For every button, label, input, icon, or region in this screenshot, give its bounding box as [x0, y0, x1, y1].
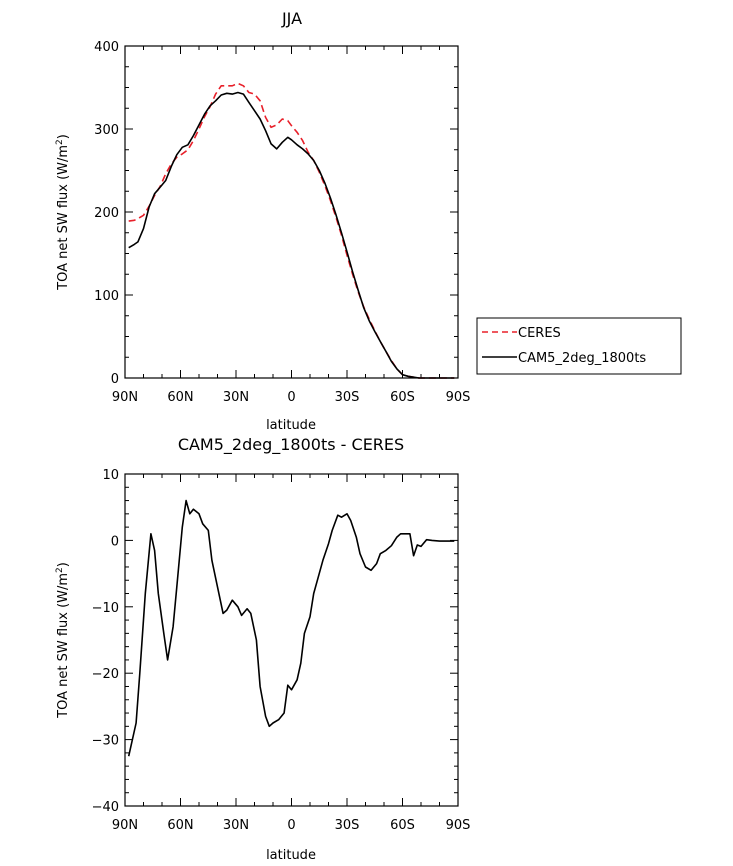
x-tick-label: 60S	[390, 818, 415, 833]
x-tick-label: 60S	[390, 390, 415, 405]
bottom-series-line-0	[127, 499, 455, 757]
y-tick-label: 100	[94, 289, 119, 304]
top-plot-frame	[124, 45, 459, 379]
bottom-series	[127, 499, 455, 757]
legend-label-ceres: CERES	[518, 326, 561, 341]
bottom-y-axis-label-close: )	[56, 562, 71, 567]
x-tick-label: 90N	[112, 390, 138, 405]
top-y-axis-label-close: )	[56, 134, 71, 139]
top-x-axis-label: latitude	[266, 418, 316, 433]
top-y-axis-label-sup: 2	[55, 139, 65, 145]
y-tick-label: −30	[92, 734, 119, 749]
x-tick-label: 0	[287, 818, 295, 833]
y-tick-label: 0	[111, 372, 119, 387]
top-series	[128, 82, 455, 379]
top-chart-title: JJA	[281, 9, 302, 28]
top-series-line-ceres	[128, 82, 455, 379]
bottom-x-axis-label: latitude	[266, 848, 316, 863]
y-tick-label: −10	[92, 601, 119, 616]
legend-box	[476, 317, 682, 375]
top-y-axis-label-main: TOA net SW flux (W/m	[56, 145, 71, 291]
top-series-line-cam5-2deg-1800ts	[128, 91, 455, 379]
y-tick-label: 10	[102, 468, 119, 483]
x-tick-label: 0	[287, 390, 295, 405]
y-tick-label: 400	[94, 40, 119, 55]
x-tick-label: 30S	[335, 818, 360, 833]
bottom-y-axis-label-sup: 2	[55, 567, 65, 573]
bottom-panel: CAM5_2deg_1800ts - CERES 90N 60N 30N 0 30S 60…	[55, 435, 470, 863]
x-tick-label: 30N	[223, 390, 249, 405]
x-tick-label: 60N	[167, 818, 193, 833]
y-tick-label: −20	[92, 667, 119, 682]
y-tick-label: 0	[111, 534, 119, 549]
bottom-plot-frame	[124, 473, 459, 807]
y-tick-label: 300	[94, 123, 119, 138]
y-tick-label: 200	[94, 206, 119, 221]
top-x-tick-labels: 90N 60N 30N 0 30S 60S 90S	[112, 390, 471, 405]
legend-label-cam5: CAM5_2deg_1800ts	[518, 351, 646, 366]
bottom-x-tick-labels: 90N 60N 30N 0 30S 60S 90S	[112, 818, 471, 833]
x-tick-label: 30S	[335, 390, 360, 405]
top-panel: JJA 90N 60N 30N 0 30S 60S 90S 0 100 200 300 400 la…	[55, 9, 470, 433]
bottom-y-axis-label-main: TOA net SW flux (W/m	[56, 573, 71, 719]
x-tick-label: 90S	[446, 818, 471, 833]
top-y-tick-labels: 0 100 200 300 400	[94, 40, 119, 387]
x-tick-label: 90S	[446, 390, 471, 405]
bottom-y-axis-label: TOA net SW flux (W/m2)	[55, 562, 71, 719]
y-tick-label: −40	[92, 800, 119, 815]
x-tick-label: 60N	[167, 390, 193, 405]
legend: CERES CAM5_2deg_1800ts	[476, 317, 682, 375]
top-y-axis-label: TOA net SW flux (W/m2)	[55, 134, 71, 291]
x-tick-label: 30N	[223, 818, 249, 833]
x-tick-label: 90N	[112, 818, 138, 833]
top-ticks	[124, 45, 459, 379]
bottom-y-tick-labels: −40 −30 −20 −10 0 10	[92, 468, 119, 815]
bottom-ticks	[124, 473, 459, 807]
bottom-chart-title: CAM5_2deg_1800ts - CERES	[178, 435, 404, 455]
